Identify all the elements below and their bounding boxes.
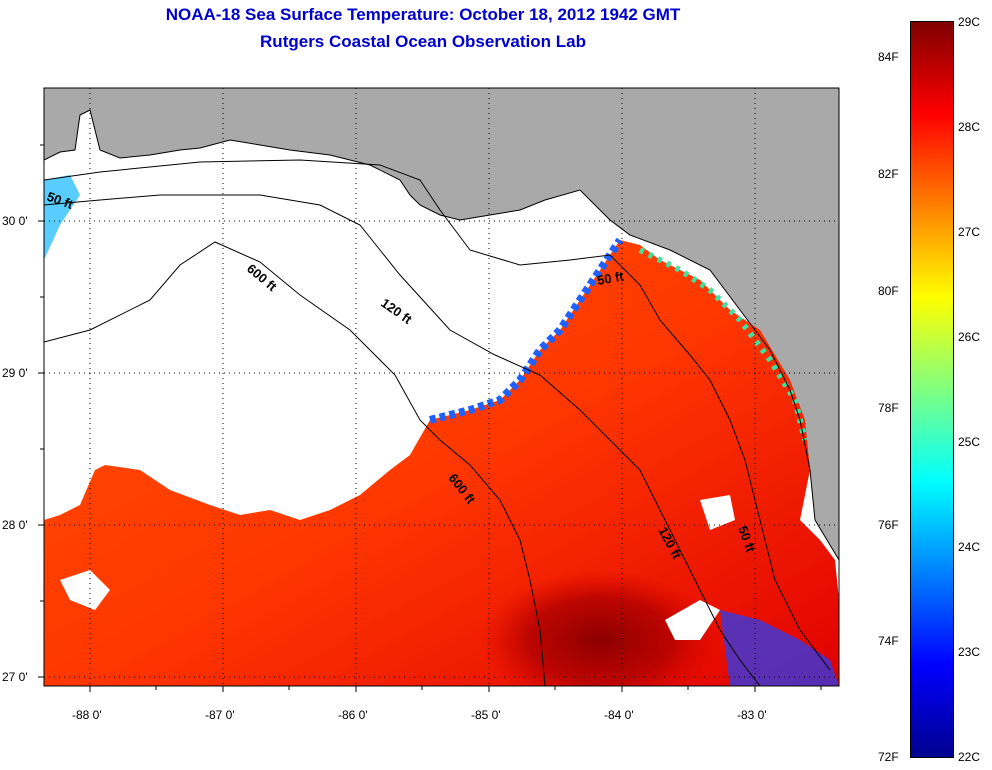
celsius-label: 28C xyxy=(958,120,981,134)
fahrenheit-label: 80F xyxy=(878,284,899,298)
lon-label: -86 0' xyxy=(338,708,368,722)
lat-label: 30 0' xyxy=(2,214,28,228)
celsius-label: 22C xyxy=(958,750,981,764)
lon-label: -87 0' xyxy=(205,708,235,722)
contour-120ft xyxy=(44,194,761,686)
map-title: NOAA-18 Sea Surface Temperature: October… xyxy=(165,5,681,24)
fahrenheit-label: 78F xyxy=(878,401,899,415)
cloud-patch xyxy=(700,495,735,530)
lon-label: -83 0' xyxy=(737,708,767,722)
lat-label: 29 0' xyxy=(2,366,28,380)
cool-west-patch xyxy=(44,175,80,260)
fahrenheit-label: 82F xyxy=(878,167,899,181)
cloud-patch xyxy=(665,600,720,640)
lon-label: -85 0' xyxy=(471,708,501,722)
lon-label: -84 0' xyxy=(604,708,634,722)
fahrenheit-label: 84F xyxy=(878,50,899,64)
fahrenheit-label: 74F xyxy=(878,634,899,648)
axis-ticks xyxy=(38,144,822,692)
celsius-label: 26C xyxy=(958,330,981,344)
celsius-label: 24C xyxy=(958,540,981,554)
fahrenheit-label: 72F xyxy=(878,750,899,764)
lat-label: 28 0' xyxy=(2,518,28,532)
celsius-label: 23C xyxy=(958,645,981,659)
celsius-label: 27C xyxy=(958,225,981,239)
contour-label: 50 ft xyxy=(596,268,626,288)
cool-coastal-fringe-green xyxy=(638,247,808,441)
contour-600ft xyxy=(44,241,546,686)
sst-hot-core xyxy=(480,570,720,686)
lon-label: -88 0' xyxy=(72,708,102,722)
coastline xyxy=(44,109,839,561)
celsius-label: 25C xyxy=(958,435,981,449)
map-subtitle: Rutgers Coastal Ocean Observation Lab xyxy=(260,32,586,51)
celsius-label: 29C xyxy=(958,15,981,29)
cloud-patch xyxy=(60,570,110,610)
temperature-colorbar xyxy=(910,21,954,758)
cool-coastal-fringe xyxy=(429,237,624,424)
lat-label: 27 0' xyxy=(2,670,28,684)
map-frame xyxy=(43,87,840,687)
fahrenheit-label: 76F xyxy=(878,518,899,532)
contour-50ft xyxy=(44,159,831,671)
cool-southeast-patch xyxy=(720,610,839,686)
